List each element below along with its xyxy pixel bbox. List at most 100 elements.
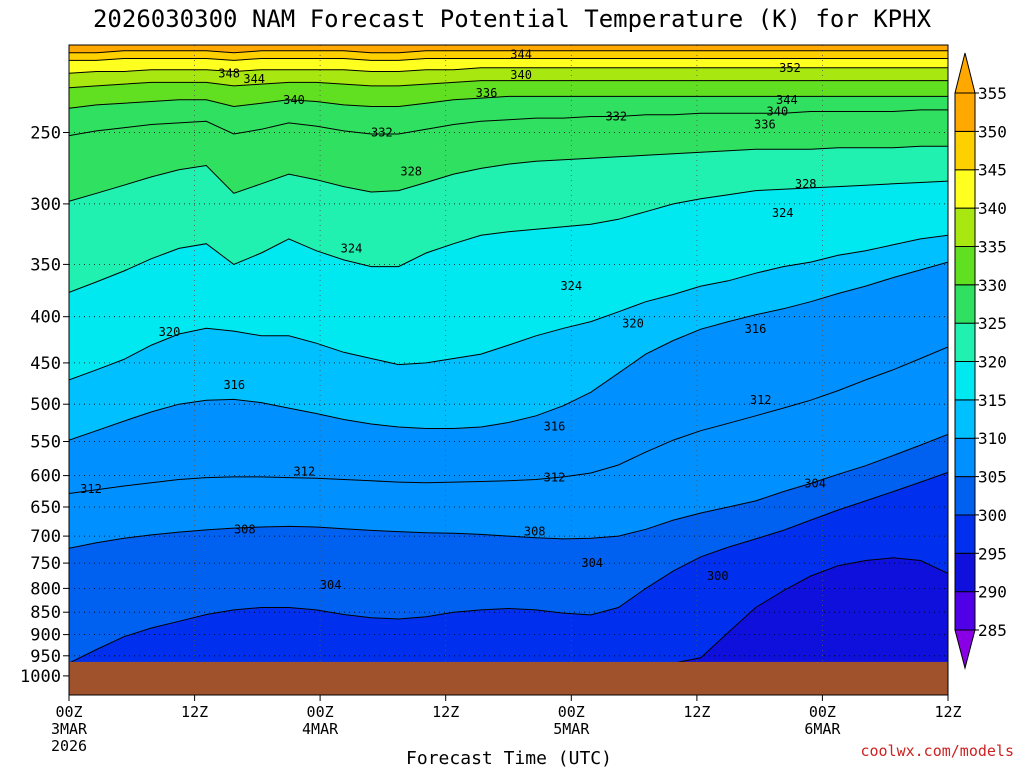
x-tick-label: 12Z — [432, 703, 459, 721]
contour-label: 324 — [341, 241, 363, 255]
y-axis: 250 300 350 400 450 500 550 600 650 700 750 800 850 9… — [20, 124, 69, 687]
colorbar-label: 355 — [978, 84, 1007, 103]
x-tick-label: 12Z — [683, 703, 710, 721]
contour-label: 344 — [776, 93, 798, 107]
contour-label: 340 — [283, 93, 305, 107]
isotherm-312 — [69, 346, 948, 494]
colorbar-swatch — [954, 92, 976, 132]
x-tick-label: 12Z — [934, 703, 961, 721]
y-tick-label: 550 — [30, 433, 61, 453]
y-tick-label: 600 — [30, 467, 61, 487]
colorbar-swatch — [954, 514, 976, 554]
y-tick-label: 350 — [30, 255, 61, 275]
isotherm-324 — [69, 180, 948, 293]
isotherm-344 — [69, 67, 948, 74]
colorbar-swatch — [954, 130, 976, 171]
x-tick-label: 6MAR — [804, 720, 841, 738]
colorbar-label: 315 — [978, 391, 1007, 410]
contour-label: 316 — [223, 378, 245, 392]
contour-label: 312 — [294, 465, 316, 479]
colorbar-swatch — [954, 322, 976, 363]
isotherm-332 — [69, 109, 948, 137]
contour-label: 300 — [707, 569, 729, 583]
x-tick-label: 3MAR — [51, 720, 88, 738]
contour-label: 344 — [510, 48, 532, 62]
x-tick-label: 00Z — [809, 703, 836, 721]
y-tick-label: 250 — [30, 124, 61, 144]
colorbar-swatch — [954, 552, 976, 593]
colorbar-swatch — [954, 245, 976, 286]
contour-label: 336 — [754, 118, 776, 132]
colorbar-label: 290 — [978, 583, 1007, 602]
isotherm-348 — [69, 58, 948, 61]
colorbar-label: 345 — [978, 161, 1007, 180]
colorbar-label: 300 — [978, 506, 1007, 525]
colorbar-label: 310 — [978, 429, 1007, 448]
contour-label: 328 — [795, 177, 817, 191]
isotherm-308 — [69, 433, 948, 549]
contour-label: 324 — [772, 206, 794, 220]
contour-label: 336 — [476, 86, 498, 100]
contour-label: 312 — [80, 482, 102, 496]
colorbar-high-triangle — [954, 52, 976, 94]
contour-label: 316 — [745, 322, 767, 336]
contour-label: 332 — [605, 110, 627, 124]
contour-label: 332 — [371, 126, 393, 140]
y-tick-label: 400 — [30, 308, 61, 328]
contour-label: 320 — [622, 317, 644, 331]
dotted-grid — [69, 45, 948, 695]
y-tick-label: 900 — [30, 626, 61, 646]
contour-label: 312 — [750, 393, 772, 407]
y-tick-label: 1000 — [20, 667, 61, 687]
colorbar: 285 290 295 300 305 310 315 320 325 330 335 340 345 3… — [954, 52, 1007, 670]
contour-label: 304 — [581, 556, 603, 570]
x-tick-label: 4MAR — [302, 720, 339, 738]
contour-label: 308 — [234, 522, 256, 536]
isotherm-336 — [69, 95, 948, 109]
colorbar-label: 325 — [978, 314, 1007, 333]
colorbar-label: 335 — [978, 237, 1007, 256]
y-tick-label: 650 — [30, 498, 61, 518]
fill-band-300 — [69, 557, 948, 695]
isotherm-328 — [69, 145, 948, 202]
colorbar-swatch — [954, 361, 976, 401]
contour-label: 340 — [510, 68, 532, 82]
isotherm-320 — [69, 234, 948, 381]
contour-label: 316 — [544, 419, 566, 433]
x-tick-label: 5MAR — [553, 720, 590, 738]
y-tick-label: 500 — [30, 395, 61, 415]
contour-label: 304 — [804, 476, 826, 490]
x-tick-label: 2026 — [51, 737, 87, 755]
contour-label: 340 — [767, 105, 789, 119]
x-tick-label: 00Z — [307, 703, 334, 721]
contour-label: 352 — [779, 61, 801, 75]
contour-label: 312 — [544, 471, 566, 485]
y-tick-label: 300 — [30, 195, 61, 215]
isotherm-contours — [69, 50, 948, 664]
chart-title: 2026030300 NAM Forecast Potential Temper… — [93, 5, 932, 33]
colorbar-label: 350 — [978, 122, 1007, 141]
x-axis-title: Forecast Time (UTC) — [406, 748, 612, 768]
colorbar-label: 330 — [978, 276, 1007, 295]
isotherm-304 — [69, 471, 948, 664]
colorbar-swatch — [954, 437, 976, 478]
x-tick-label: 00Z — [55, 703, 82, 721]
colorbar-swatch — [954, 399, 976, 439]
colorbar-label: 285 — [978, 621, 1007, 640]
colorbar-label: 305 — [978, 468, 1007, 487]
y-tick-label: 950 — [30, 647, 61, 667]
y-tick-label: 850 — [30, 603, 61, 623]
colorbar-swatch — [954, 207, 976, 248]
shaded-fill-layer — [69, 50, 948, 695]
colorbar-label: 295 — [978, 544, 1007, 563]
y-tick-label: 750 — [30, 554, 61, 574]
colorbar-label: 340 — [978, 199, 1007, 218]
contour-label: 320 — [159, 325, 181, 339]
contour-label: 344 — [243, 72, 265, 86]
credit-text: coolwx.com/models — [860, 742, 1014, 760]
ground-layer — [69, 661, 948, 695]
contour-label: 328 — [400, 164, 422, 178]
